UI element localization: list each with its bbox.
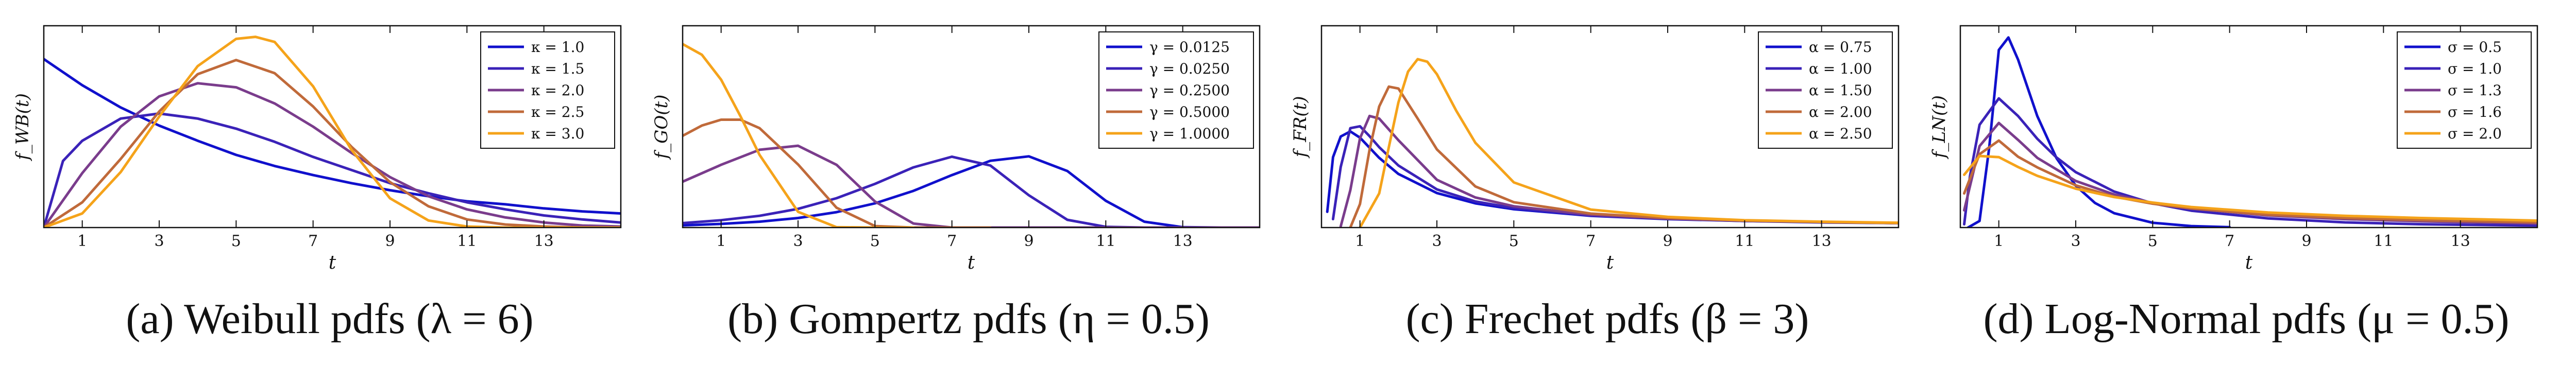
legend-label-2: σ = 1.0 — [2448, 60, 2502, 77]
legend-label-5: α = 2.50 — [1809, 125, 1872, 142]
x-tick-label: 7 — [1586, 232, 1596, 250]
caption-weibull: (a) Weibull pdfs (λ = 6) — [126, 295, 534, 343]
x-tick-label: 5 — [231, 232, 241, 250]
legend-label-2: α = 1.00 — [1809, 60, 1872, 77]
series-line-5 — [683, 43, 915, 228]
x-tick-label: 11 — [2374, 232, 2393, 250]
legend-label-1: α = 0.75 — [1809, 39, 1872, 56]
x-tick-label: 5 — [2148, 232, 2158, 250]
y-axis-label: f_GO(t) — [651, 95, 672, 161]
x-tick-label: 5 — [870, 232, 880, 250]
plot-frame — [1320, 25, 1900, 229]
x-tick-label: 11 — [457, 232, 477, 250]
series-line-1 — [683, 155, 1260, 228]
x-tick-label: 7 — [947, 232, 957, 250]
legend-label-5: σ = 2.0 — [2448, 125, 2502, 142]
x-tick-label: 11 — [1735, 232, 1754, 250]
x-tick-label: 3 — [154, 232, 164, 250]
legend: σ = 0.5 σ = 1.0 σ = 1.3 σ = 1.6 σ = 2.0 — [2397, 31, 2532, 149]
x-axis-label: t — [2245, 252, 2253, 273]
legend-label-3: σ = 1.3 — [2448, 82, 2502, 99]
x-tick-label: 7 — [2225, 232, 2234, 250]
caption-lognormal: (d) Log-Normal pdfs (μ = 0.5) — [1983, 295, 2510, 343]
x-tick-label: 13 — [534, 232, 554, 250]
plot-frame — [682, 25, 1261, 229]
legend-label-4: κ = 2.5 — [531, 103, 584, 120]
legend: κ = 1.0 κ = 1.5 κ = 2.0 κ = 2.5 κ = 3.0 — [480, 31, 615, 149]
legend-label-2: γ = 0.0250 — [1149, 60, 1230, 77]
legend-label-5: γ = 1.0000 — [1149, 125, 1230, 142]
series-line-5 — [1963, 154, 2537, 222]
series-line-2 — [44, 112, 621, 228]
x-tick-label: 9 — [1024, 232, 1033, 250]
x-tick-label: 9 — [385, 232, 395, 250]
plot-frame — [1959, 25, 2538, 229]
legend-label-5: κ = 3.0 — [531, 125, 584, 142]
x-tick-label: 1 — [77, 232, 87, 250]
legend: γ = 0.0125 γ = 0.0250 γ = 0.2500 γ = 0.5000… — [1098, 31, 1254, 149]
legend-label-1: κ = 1.0 — [531, 39, 584, 56]
plot-area — [44, 36, 621, 228]
legend-label-4: α = 2.00 — [1809, 103, 1872, 120]
y-axis-label: f_FR(t) — [1290, 96, 1311, 159]
x-axis-label: t — [1606, 252, 1614, 273]
legend: α = 0.75 α = 1.00 α = 1.50 α = 2.00 α = 2.50 — [1758, 31, 1893, 149]
x-tick-label: 3 — [2071, 232, 2080, 250]
legend-label-2: κ = 1.5 — [531, 60, 584, 77]
legend-label-4: γ = 0.5000 — [1149, 103, 1230, 120]
legend-label-3: κ = 2.0 — [531, 82, 584, 99]
x-tick-label: 13 — [2451, 232, 2470, 250]
x-tick-label: 1 — [1355, 232, 1365, 250]
y-axis-label: f_WB(t) — [12, 93, 33, 162]
series-line-3 — [44, 82, 621, 228]
y-axis-label: f_LN(t) — [1929, 95, 1950, 160]
plot-area — [1963, 36, 2537, 228]
x-tick-label: 9 — [1663, 232, 1672, 250]
series-line-5 — [1359, 58, 1899, 228]
x-tick-label: 13 — [1812, 232, 1832, 250]
plot-frame — [43, 25, 622, 229]
legend-label-3: γ = 0.2500 — [1149, 82, 1230, 99]
legend-label-3: α = 1.50 — [1809, 82, 1872, 99]
legend-label-1: σ = 0.5 — [2448, 39, 2502, 56]
series-line-4 — [44, 59, 621, 228]
x-axis-label: t — [968, 252, 975, 273]
series-line-2 — [1963, 97, 2537, 227]
x-tick-label: 1 — [1994, 232, 2004, 250]
series-line-4 — [683, 118, 992, 228]
series-line-2 — [683, 155, 1260, 228]
series-line-5 — [44, 36, 621, 228]
x-tick-label: 1 — [716, 232, 726, 250]
x-tick-label: 13 — [1173, 232, 1193, 250]
x-tick-label: 5 — [1509, 232, 1519, 250]
caption-gompertz: (b) Gompertz pdfs (η = 0.5) — [727, 295, 1210, 343]
caption-frechet: (c) Frechet pdfs (β = 3) — [1405, 295, 1809, 343]
x-tick-label: 3 — [793, 232, 803, 250]
series-line-1 — [1967, 36, 2231, 228]
x-tick-label: 3 — [1432, 232, 1442, 250]
plot-area — [1326, 58, 1899, 228]
legend-label-4: σ = 1.6 — [2448, 103, 2502, 120]
legend-label-1: γ = 0.0125 — [1149, 39, 1230, 56]
x-tick-label: 9 — [2301, 232, 2311, 250]
x-tick-label: 7 — [308, 232, 318, 250]
x-axis-label: t — [329, 252, 336, 273]
x-tick-label: 11 — [1096, 232, 1115, 250]
